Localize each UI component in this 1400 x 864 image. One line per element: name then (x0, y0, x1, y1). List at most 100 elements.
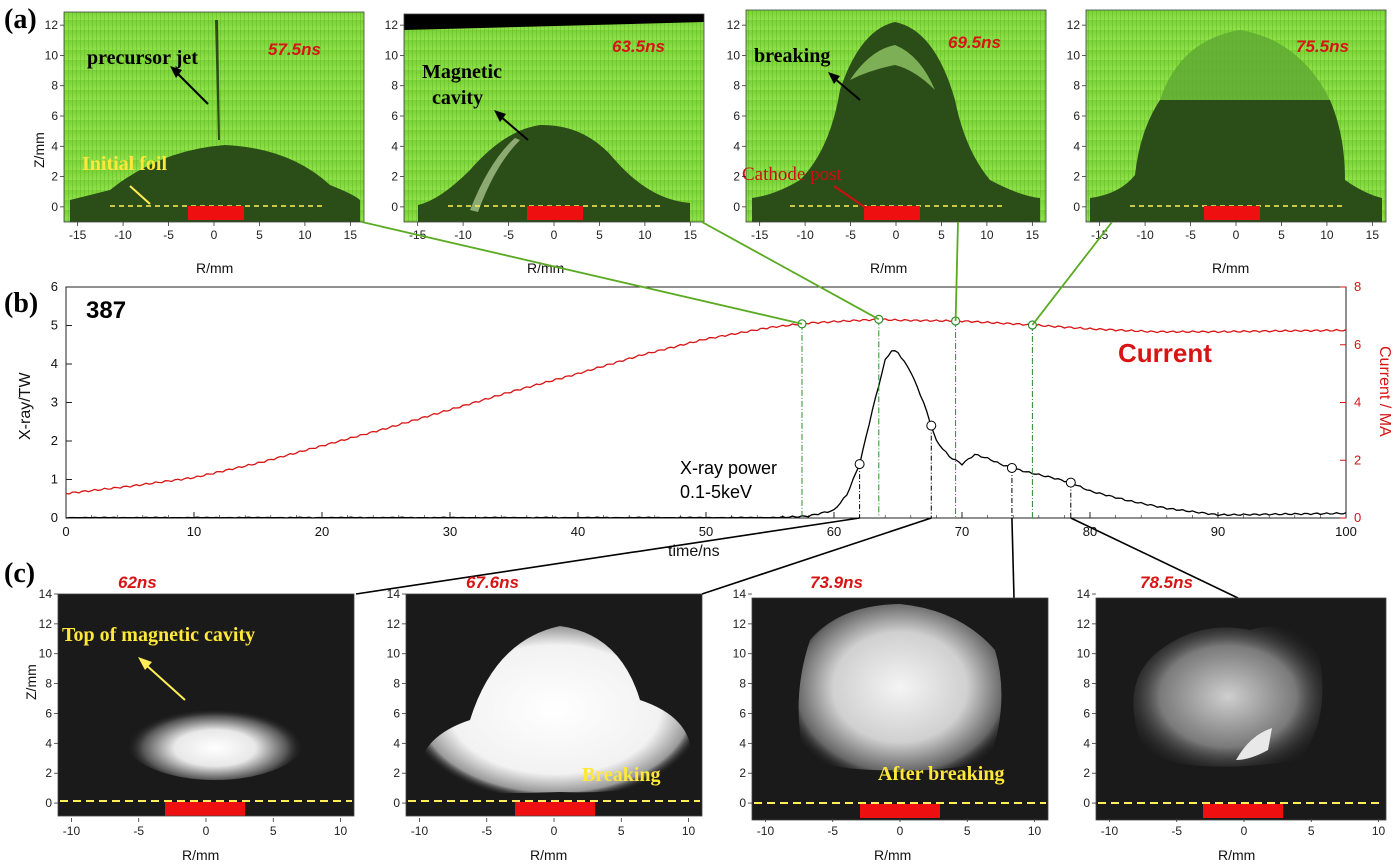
cathode-post (864, 206, 920, 220)
y-tick-label: 2 (733, 170, 740, 184)
y-tick-label: 1 (51, 472, 58, 487)
y-tick-label: 8 (51, 79, 58, 93)
cathode-post (860, 804, 940, 818)
breaking-filaments (1160, 30, 1330, 100)
x-tick-label: -15 (751, 228, 769, 242)
annotation-cavity: cavity (432, 87, 483, 109)
x-axis-label: R/mm (530, 847, 567, 863)
x-axis-label: time/ns (668, 543, 720, 560)
y-tick-label: 14 (387, 587, 401, 601)
y-tick-label: 6 (45, 706, 52, 720)
x-tick-label: -5 (133, 824, 144, 838)
connector-line-c (1011, 517, 1015, 599)
x-axis-label: R/mm (527, 260, 564, 276)
y2-tick-label: 6 (1354, 337, 1361, 352)
xray-emission (798, 604, 1002, 771)
y-tick-label: 12 (387, 617, 401, 631)
xray-marker (926, 420, 937, 431)
x-tick-label: 10 (638, 228, 652, 242)
y-tick-label: 8 (393, 677, 400, 691)
y-tick-label: 2 (51, 170, 58, 184)
panel-c-frame-2: 67.6ns Breaking (406, 573, 702, 816)
y-axis-label: Z/mm (31, 132, 47, 168)
y-tick-label: 2 (45, 766, 52, 780)
x-tick-label: 0 (893, 228, 900, 242)
x-tick-label: 0 (211, 228, 218, 242)
connector-line-c (701, 517, 932, 595)
plasma-dome (70, 145, 360, 222)
x-tick-label: 30 (443, 524, 457, 539)
y-tick-label: 6 (1083, 706, 1090, 720)
x-tick-label: 5 (1308, 824, 1315, 838)
x-tick-label: -5 (845, 228, 856, 242)
x-tick-label: 0 (897, 824, 904, 838)
x-tick-label: 70 (955, 524, 969, 539)
x-tick-label: 10 (1372, 824, 1386, 838)
panel-c-frame-1: 62ns Top of magnetic cavity (58, 573, 354, 816)
x-tick-label: 15 (684, 228, 698, 242)
y-tick-label: 0 (45, 796, 52, 810)
x-tick-label: 5 (270, 824, 277, 838)
x-tick-label: -10 (114, 228, 132, 242)
cathode-post (1203, 804, 1283, 818)
y-tick-label: 0 (51, 200, 58, 214)
x-tick-label: 0 (1233, 228, 1240, 242)
frame-time: 63.5ns (612, 37, 665, 56)
x-tick-label: -15 (69, 228, 87, 242)
frame-time: 73.9ns (810, 573, 863, 592)
xray-series-label-1: X-ray power (680, 458, 777, 478)
x-tick-label: 40 (571, 524, 585, 539)
panel-label-a: (a) (4, 4, 37, 35)
arrow-initial-foil (129, 185, 151, 205)
panel-c-frame-1-axes: Z/mm R/mm -10 -5 0 5 10 0 2 4 6 8 10 12 14 (23, 587, 355, 863)
y-tick-label: 10 (39, 647, 53, 661)
y-tick-label: 0 (391, 200, 398, 214)
x-tick-label: -10 (411, 824, 429, 838)
panel-c-frame-2-axes: R/mm -10 -5 0 5 10 0 2 4 6 8 10 12 14 (387, 587, 703, 863)
y-tick-label: 14 (733, 587, 747, 601)
xray-marker (854, 459, 865, 470)
x-tick-label: 10 (187, 524, 201, 539)
arrow-cathode-post (833, 185, 867, 209)
arrowhead-icon (494, 110, 506, 122)
y-tick-label: 4 (733, 139, 740, 153)
y-tick-label: 0 (51, 510, 58, 525)
y-tick-label: 0 (733, 200, 740, 214)
x-tick-label: -5 (1171, 824, 1182, 838)
x-tick-label: 60 (827, 524, 841, 539)
y-tick-label: 0 (739, 796, 746, 810)
y-tick-label: 0 (393, 796, 400, 810)
x-tick-label: 5 (618, 824, 625, 838)
x-tick-label: 5 (964, 824, 971, 838)
panel-label-b: (b) (4, 288, 38, 319)
x-tick-label: 10 (298, 228, 312, 242)
annotation-after-breaking: After breaking (878, 763, 1004, 785)
y-tick-label: 2 (1073, 170, 1080, 184)
xray-series-label-2: 0.1-5keV (680, 482, 752, 502)
x-tick-label: -5 (481, 824, 492, 838)
x-tick-label: -5 (503, 228, 514, 242)
y-tick-label: 12 (733, 617, 747, 631)
y-tick-label: 10 (387, 647, 401, 661)
y-tick-label: 6 (739, 706, 746, 720)
y-tick-label: 4 (739, 736, 746, 750)
y-tick-label: 2 (1083, 766, 1090, 780)
x-tick-label: 80 (1083, 524, 1097, 539)
y-tick-label: 14 (39, 587, 53, 601)
frame-time: 75.5ns (1296, 37, 1349, 56)
y-tick-label: 4 (393, 736, 400, 750)
x-tick-label: -5 (163, 228, 174, 242)
y-tick-label: 10 (45, 48, 59, 62)
panel-a-frame-2: 63.5ns Magnetic cavity (404, 14, 704, 222)
panel-c-frame-4: 78.5ns (1096, 573, 1386, 820)
current-series-label: Current (1118, 338, 1212, 368)
x-tick-label: 90 (1211, 524, 1225, 539)
y-tick-label: 4 (45, 736, 52, 750)
y-tick-label: 3 (51, 395, 58, 410)
y-tick-label: 4 (391, 139, 398, 153)
frame-time: 57.5ns (268, 40, 321, 59)
x-tick-label: 15 (344, 228, 358, 242)
